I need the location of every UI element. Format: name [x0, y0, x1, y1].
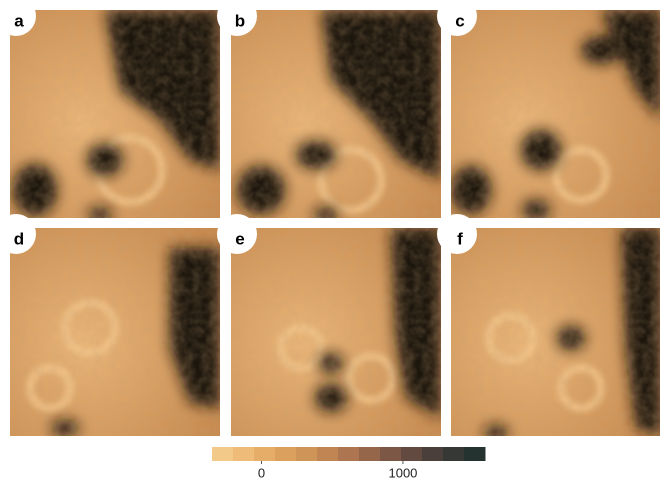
panel-content [10, 10, 220, 223]
colorbar-segment [275, 447, 297, 461]
image-panel: f [437, 214, 660, 441]
colorbar-segment [422, 447, 444, 461]
colorbar-segment [464, 447, 486, 461]
image-panel: c [437, 0, 660, 220]
image-panel: b [217, 0, 441, 223]
panel-label: f [457, 229, 463, 248]
texture [231, 228, 441, 436]
texture [451, 10, 660, 218]
colorbar-segment [380, 447, 402, 461]
panel-content [231, 228, 441, 436]
colorbar-segment [212, 447, 234, 461]
texture [451, 228, 660, 436]
panel-content [10, 228, 220, 436]
colorbar-tick-label: 0 [258, 465, 265, 480]
panel-label: a [14, 11, 24, 30]
colorbar-segment [401, 447, 423, 461]
panel-label: d [14, 229, 24, 248]
texture [10, 228, 220, 436]
panel-content [451, 228, 660, 441]
colorbar-segment [233, 447, 255, 461]
image-panel: e [217, 214, 441, 436]
panel-label: e [235, 229, 244, 248]
image-panel: a [0, 0, 220, 223]
colorbar-segment [296, 447, 318, 461]
colorbar-segment [359, 447, 381, 461]
colorbar: 0 1000 [212, 447, 486, 480]
texture [231, 10, 441, 218]
panel-content [451, 10, 660, 220]
figure: a b c d e f 0 1000 [0, 0, 660, 481]
texture [10, 10, 220, 218]
colorbar-segment [443, 447, 465, 461]
colorbar-tick-label: 1000 [388, 465, 417, 480]
colorbar-segment [317, 447, 339, 461]
image-panel: d [0, 214, 220, 436]
colorbar-segment [254, 447, 276, 461]
colorbar-segment [338, 447, 360, 461]
panel-label: b [235, 11, 245, 30]
panel-content [231, 10, 441, 223]
panel-label: c [455, 11, 464, 30]
